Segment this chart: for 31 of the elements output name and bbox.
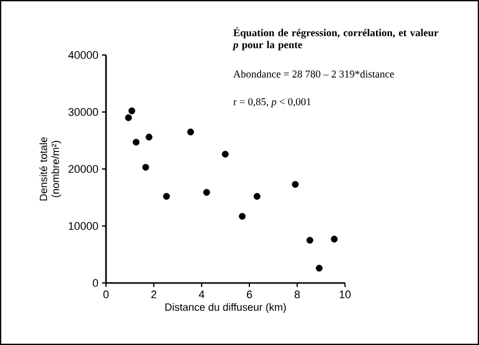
y-tick-label: 20000 (68, 165, 98, 173)
x-tick-label: 4 (198, 290, 204, 298)
point (128, 107, 136, 114)
annotation: r = 0,85, p < 0,001 (233, 98, 311, 108)
chart-title: Équation de régression, corrélation, et valeur p pour la pente (232, 27, 438, 50)
point (163, 192, 170, 200)
y-tick-label: 0 (92, 279, 98, 287)
x-tick-label: 2 (151, 290, 156, 298)
point (238, 212, 246, 220)
point (187, 128, 194, 136)
y-tick-label: 10000 (68, 222, 98, 230)
point (254, 192, 260, 200)
point (203, 188, 210, 196)
y-tick-label: 30000 (68, 108, 98, 116)
x-tick-label: 8 (294, 290, 300, 298)
point (125, 114, 132, 122)
x-axis-title: Distance du diffuseur (km) (165, 303, 286, 313)
point (132, 138, 140, 146)
point (306, 236, 314, 244)
x-tick-label: 6 (246, 290, 252, 298)
point (316, 264, 323, 272)
x-tick-label: 10 (340, 290, 351, 298)
y-tick-label: 40000 (68, 51, 98, 59)
point (146, 134, 152, 140)
y-axis-title: Densité totale (nombre/m²) (39, 137, 62, 200)
point (222, 150, 229, 158)
point (292, 180, 299, 188)
x-tick-label: 0 (103, 290, 109, 298)
point (330, 236, 338, 243)
annotation: Abondance = 28 780 – 2 319*distance (233, 70, 394, 78)
point (142, 164, 150, 171)
